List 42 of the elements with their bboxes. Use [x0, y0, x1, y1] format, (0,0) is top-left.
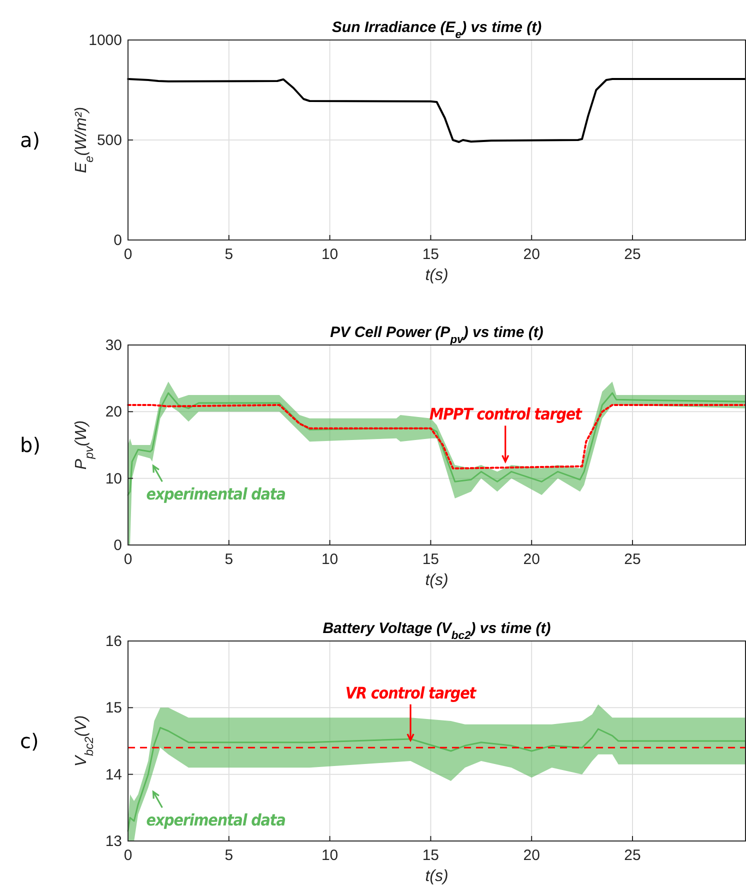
- y-tick-label: 13: [105, 833, 122, 850]
- x-axis-title: t(s): [425, 267, 448, 284]
- y-tick-label: 10: [105, 470, 122, 488]
- y-tick-label: 0: [114, 232, 122, 249]
- y-tick-label: 1000: [88, 32, 122, 49]
- annotation: MPPT control target: [429, 404, 584, 424]
- chart-title: PV Cell Power (P$_{pv}$) vs time (t): [330, 324, 544, 346]
- line-series: [127, 78, 746, 143]
- chart-title: Sun Irradiance (E$_{e}$) vs time (t): [332, 19, 542, 41]
- x-tick-label: 5: [224, 246, 234, 263]
- x-tick-label: 25: [624, 246, 641, 263]
- x-tick-label: 15: [422, 246, 440, 263]
- x-tick-label: 15: [422, 847, 440, 864]
- text: c): [20, 729, 39, 753]
- text: a): [20, 128, 40, 152]
- annotation: experimental data: [146, 810, 286, 830]
- x-tick-label: 25: [624, 847, 641, 864]
- x-tick-label: 5: [224, 847, 234, 864]
- x-tick-label: 25: [624, 551, 641, 568]
- line-series: [127, 726, 746, 832]
- y-tick-label: 500: [96, 132, 122, 149]
- x-tick-label: 10: [321, 246, 338, 263]
- line-series: [127, 404, 746, 470]
- y-tick-label: 0: [114, 537, 122, 554]
- x-tick-label: 15: [422, 551, 440, 568]
- chart-title: Battery Voltage (V$_{bc2}$) vs time (t): [322, 620, 551, 642]
- x-tick-label: 20: [523, 551, 540, 568]
- y-tick-label: 16: [105, 633, 122, 650]
- annotation: VR control target: [345, 683, 478, 702]
- x-tick-label: 20: [523, 847, 540, 864]
- x-tick-label: 10: [321, 551, 338, 568]
- annotation: experimental data: [146, 484, 286, 504]
- y-tick-label: 30: [105, 337, 122, 354]
- x-tick-label: 20: [523, 246, 540, 263]
- x-tick-label: 5: [224, 551, 234, 568]
- y-tick-label: 20: [105, 404, 122, 421]
- y-tick-label: 15: [105, 700, 122, 717]
- text: b): [20, 433, 40, 457]
- x-tick-label: 10: [321, 847, 338, 864]
- x-axis-title: t(s): [425, 572, 448, 589]
- y-tick-label: 14: [105, 766, 122, 784]
- x-axis-title: t(s): [425, 868, 448, 885]
